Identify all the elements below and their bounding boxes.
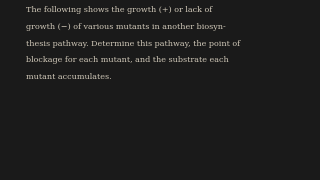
Text: +: + — [280, 131, 287, 140]
Text: blockage for each mutant, and the substrate each: blockage for each mutant, and the substr… — [26, 56, 228, 64]
Text: +: + — [244, 162, 251, 171]
Text: mutant accumulates.: mutant accumulates. — [26, 73, 111, 81]
Text: −: − — [280, 120, 287, 129]
Text: C: C — [22, 152, 29, 161]
Text: thesis pathway. Determine this pathway, the point of: thesis pathway. Determine this pathway, … — [26, 40, 240, 48]
Text: 2: 2 — [171, 107, 177, 116]
Text: −: − — [244, 120, 251, 129]
Text: +: + — [207, 131, 214, 140]
Text: Nothing: Nothing — [22, 120, 57, 129]
Text: −: − — [128, 141, 135, 150]
Text: 3: 3 — [207, 107, 214, 116]
Text: growth (−) of various mutants in another biosyn-: growth (−) of various mutants in another… — [26, 23, 225, 31]
Text: +: + — [128, 172, 135, 180]
Text: −: − — [128, 152, 135, 161]
Text: +: + — [171, 152, 178, 161]
Text: +: + — [244, 172, 251, 180]
Text: +: + — [280, 172, 287, 180]
Text: E: E — [22, 172, 28, 180]
Text: +: + — [244, 152, 251, 161]
Text: B: B — [22, 141, 28, 150]
Text: 1: 1 — [128, 107, 135, 116]
Text: −: − — [280, 141, 287, 150]
Text: A: A — [22, 131, 28, 140]
Text: +: + — [171, 141, 178, 150]
Text: −: − — [128, 120, 135, 129]
Text: +: + — [244, 131, 251, 140]
Text: D: D — [22, 162, 29, 171]
Text: +: + — [207, 172, 214, 180]
Text: The following shows the growth (+) or lack of: The following shows the growth (+) or la… — [26, 6, 212, 14]
Text: Mutants: Mutants — [187, 93, 228, 102]
Text: −: − — [207, 141, 214, 150]
Text: +: + — [171, 172, 178, 180]
Text: 5: 5 — [280, 107, 287, 116]
Text: +: + — [171, 131, 178, 140]
Text: +: + — [244, 141, 251, 150]
Text: Additives: Additives — [22, 107, 68, 116]
Text: −: − — [207, 120, 214, 129]
Text: −: − — [207, 162, 214, 171]
Text: −: − — [171, 120, 178, 129]
Text: 4: 4 — [244, 107, 250, 116]
Text: −: − — [280, 162, 287, 171]
Text: −: − — [171, 162, 178, 171]
Text: −: − — [207, 152, 214, 161]
Text: +: + — [280, 152, 287, 161]
Text: −: − — [128, 162, 135, 171]
Text: −: − — [128, 131, 135, 140]
